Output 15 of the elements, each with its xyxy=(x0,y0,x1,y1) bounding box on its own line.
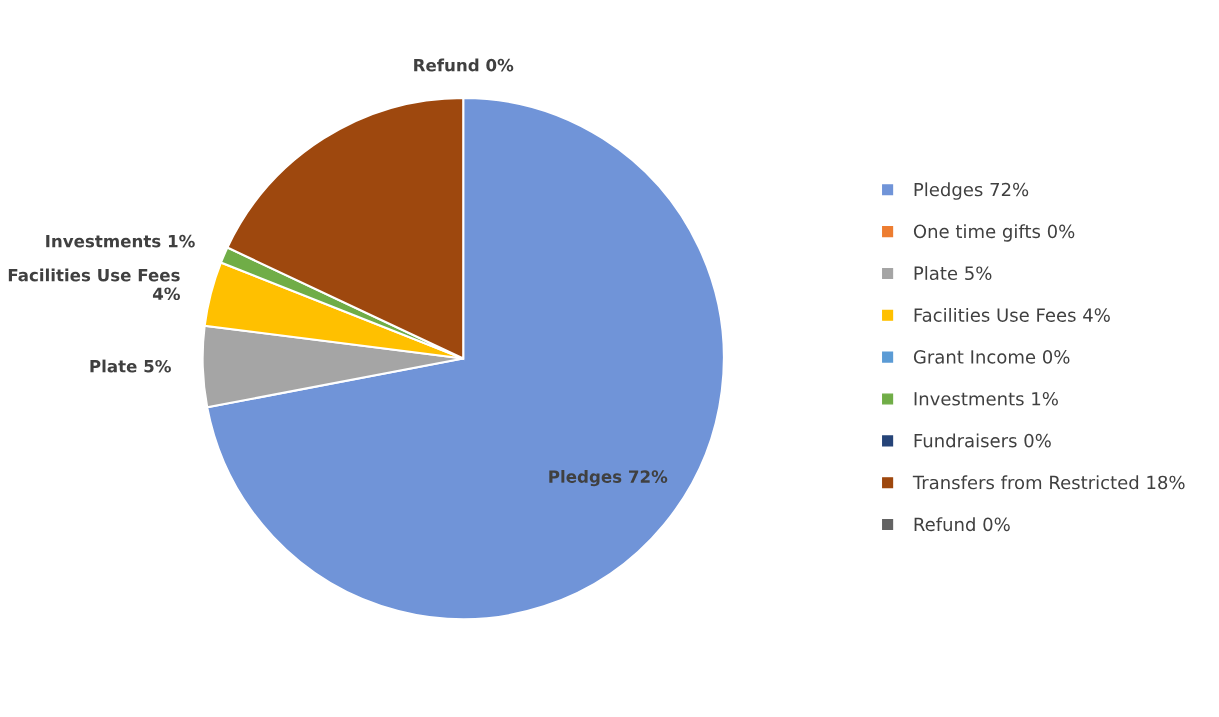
text: Refund 0% xyxy=(414,58,514,72)
legend-label: One time gifts 0% xyxy=(913,224,1075,242)
data-label: Plate 5% xyxy=(90,359,171,373)
legend-label: Facilities Use Fees 4% xyxy=(914,307,1110,322)
legend-label: Fundraisers 0% xyxy=(914,433,1051,448)
legend-label: Pledges 72% xyxy=(914,182,1029,200)
legend-label: Plate 5% xyxy=(914,266,992,281)
pie-slice xyxy=(206,96,725,621)
legend-label: Refund 0% xyxy=(914,517,1010,532)
data-label: Pledges 72% xyxy=(549,469,668,487)
data-label: Investments 1% xyxy=(46,234,195,248)
data-label: Facilities Use Fees 4% xyxy=(8,268,180,301)
legend-label: Grant Income 0% xyxy=(913,350,1070,364)
legend-label: Transfers from Restricted 18% xyxy=(912,475,1185,490)
legend-label: Investments 1% xyxy=(914,391,1058,406)
